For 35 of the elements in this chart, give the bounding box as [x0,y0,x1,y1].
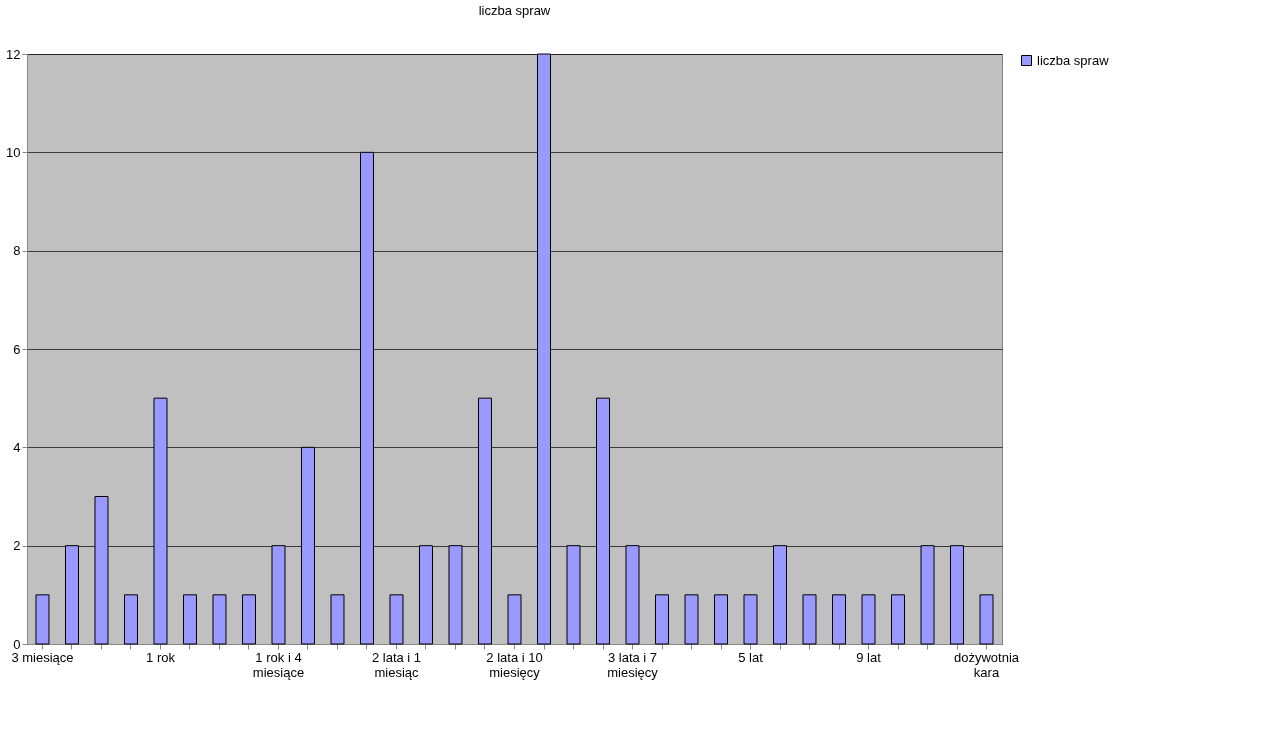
bar [507,594,522,645]
y-tick-label: 12 [6,46,21,62]
x-tick-label: 5 lat [738,649,764,665]
bar [330,594,345,645]
y-tick-label: 2 [13,538,21,554]
bar [684,594,699,645]
y-tick-label: 6 [13,341,21,357]
x-tick-label: 1 rok [146,649,176,665]
chart-title: liczba spraw [478,3,551,18]
x-tick-label: 2 lata i 1 miesiąc [371,649,422,680]
y-tick-label: 0 [13,636,21,652]
bar [123,594,138,645]
bar [743,594,758,645]
bar [891,594,906,645]
x-tick-label: 2 lata i 10 miesięcy [486,649,543,680]
bar [714,594,729,645]
x-tick-label: 3 miesiące [11,649,74,665]
y-tick-label: 8 [13,243,21,259]
y-tick-label: 4 [13,439,21,455]
x-tick-label: 1 rok i 4 miesiące [252,649,305,680]
bar [861,594,876,645]
bar [212,594,227,645]
x-tick-label: dożywotnia kara [953,649,1020,680]
bar [389,594,404,645]
legend-label: liczba spraw [1037,52,1110,68]
bar [655,594,669,645]
bar [35,594,50,645]
bar [832,594,847,645]
bar [802,594,817,645]
y-tick-label: 10 [6,144,21,160]
bar [979,594,994,645]
x-tick-label: 9 lat [856,649,882,665]
bar [182,594,197,645]
bar [241,594,256,645]
x-tick-label: 3 lata i 7 miesięcy [607,649,659,680]
